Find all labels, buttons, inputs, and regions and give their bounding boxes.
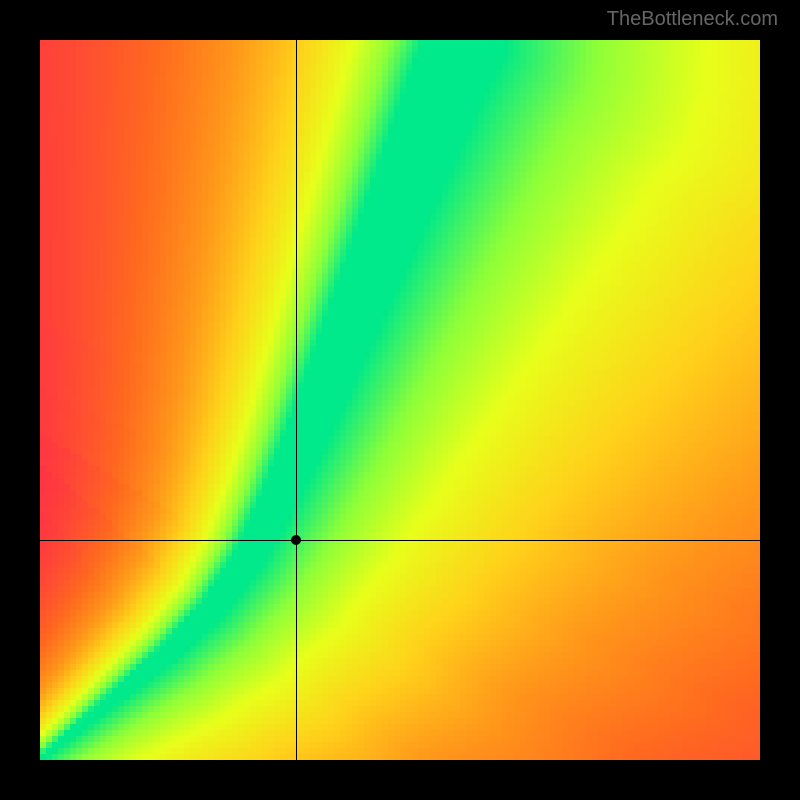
crosshair-vertical — [296, 40, 297, 760]
crosshair-horizontal — [40, 540, 760, 541]
marker-dot — [291, 535, 301, 545]
bottleneck-heatmap — [40, 40, 760, 760]
heatmap-canvas — [40, 40, 760, 760]
watermark-text: TheBottleneck.com — [607, 8, 778, 31]
